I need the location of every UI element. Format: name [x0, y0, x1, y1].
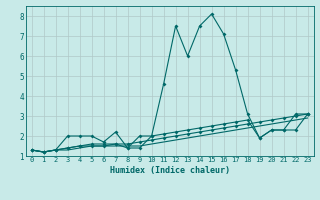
X-axis label: Humidex (Indice chaleur): Humidex (Indice chaleur) [109, 166, 230, 175]
